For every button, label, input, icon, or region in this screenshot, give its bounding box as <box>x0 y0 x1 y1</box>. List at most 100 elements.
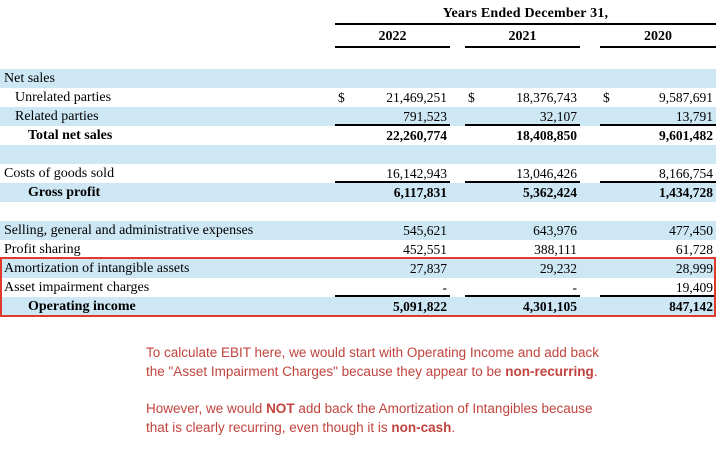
dollar-sign: $ <box>468 90 475 105</box>
table-row <box>0 202 716 221</box>
row-label: Related parties <box>15 109 99 124</box>
year-header-spacer <box>0 28 335 48</box>
column-gap <box>580 126 600 145</box>
cell-value: 16,142,943 <box>386 166 447 181</box>
value-cell: 5,362,424 <box>465 183 580 202</box>
value-cell: 847,142 <box>600 297 716 316</box>
year-column-2020: 2020 <box>600 28 716 48</box>
year-column-2021: 2021 <box>465 28 580 48</box>
year-column-2022: 2022 <box>335 28 450 48</box>
column-gap <box>580 107 600 126</box>
annotation-paragraph: However, we would NOT add back the Amort… <box>146 400 604 437</box>
annotation-bold-text: NOT <box>266 401 295 417</box>
value-cell: - <box>335 278 450 297</box>
table-row: Operating income 5,091,822 4,301,105 847,14… <box>0 297 716 316</box>
table-row: Amortization of intangible assets 27,837 2… <box>0 259 716 278</box>
annotation-plain-text: . <box>451 419 456 435</box>
cell-value: 22,260,774 <box>386 128 447 143</box>
value-cell <box>335 69 450 88</box>
value-cell: 16,142,943 <box>335 164 450 183</box>
table-rows: Net sales Unrelated parties $21,469,251 $18… <box>0 69 716 259</box>
row-label: Costs of goods sold <box>4 166 115 181</box>
table-row <box>0 145 716 164</box>
column-gap <box>580 297 600 316</box>
cell-value: - <box>572 280 578 295</box>
cell-value: 452,551 <box>403 242 447 257</box>
column-gap <box>450 202 465 221</box>
cell-value: 847,142 <box>669 299 713 314</box>
cell-value: 1,434,728 <box>659 185 713 200</box>
value-cell: 19,409 <box>600 278 716 297</box>
column-gap <box>580 221 600 240</box>
dollar-sign: $ <box>603 90 610 105</box>
column-gap <box>450 221 465 240</box>
dollar-sign: $ <box>338 90 345 105</box>
cell-value: 29,232 <box>539 261 577 276</box>
column-gap <box>450 69 465 88</box>
column-gap <box>450 164 465 183</box>
annotation-bold-text: non-cash <box>391 419 452 435</box>
row-label: Net sales <box>4 71 55 86</box>
income-statement-table: Years Ended December 31, 2022 2021 2020 … <box>0 6 716 317</box>
value-cell: 477,450 <box>600 221 716 240</box>
table-row: Selling, general and administrative expe… <box>0 221 716 240</box>
column-gap <box>450 183 465 202</box>
cell-value: 21,469,251 <box>386 90 447 105</box>
column-gap <box>450 259 465 278</box>
value-cell <box>335 202 450 221</box>
cell-value: 388,111 <box>534 242 577 257</box>
value-cell: 29,232 <box>465 259 580 278</box>
column-gap <box>450 88 465 107</box>
cell-value: 19,409 <box>675 280 713 295</box>
row-label: Asset impairment charges <box>4 280 150 295</box>
value-cell: 22,260,774 <box>335 126 450 145</box>
value-cell: 6,117,831 <box>335 183 450 202</box>
financial-statement-page: Years Ended December 31, 2022 2021 2020 … <box>0 6 720 438</box>
cell-value: 9,587,691 <box>659 90 713 105</box>
row-label: Operating income <box>28 299 136 314</box>
value-cell: 28,999 <box>600 259 716 278</box>
value-cell <box>465 145 580 164</box>
value-cell: 18,408,850 <box>465 126 580 145</box>
value-cell: - <box>465 278 580 297</box>
row-label <box>0 145 335 164</box>
value-cell <box>465 202 580 221</box>
value-cell: 388,111 <box>465 240 580 259</box>
row-label: Amortization of intangible assets <box>4 261 190 276</box>
column-gap <box>580 88 600 107</box>
column-gap <box>580 164 600 183</box>
cell-value: 9,601,482 <box>659 128 713 143</box>
value-cell: 452,551 <box>335 240 450 259</box>
table-row: Related parties 791,523 32,107 13,791 <box>0 107 716 126</box>
column-gap <box>580 202 600 221</box>
column-gap <box>580 28 600 48</box>
cell-value: 32,107 <box>539 109 577 124</box>
value-cell <box>600 145 716 164</box>
value-cell: 9,601,482 <box>600 126 716 145</box>
row-label: Profit sharing <box>4 242 81 257</box>
value-cell: $21,469,251 <box>335 88 450 107</box>
cell-value: 61,728 <box>675 242 713 257</box>
value-cell: 32,107 <box>465 107 580 126</box>
value-cell <box>465 69 580 88</box>
value-cell: 545,621 <box>335 221 450 240</box>
annotation-plain-text: . <box>593 363 598 379</box>
value-cell: 1,434,728 <box>600 183 716 202</box>
table-row: Total net sales 22,260,774 18,408,850 9,601… <box>0 126 716 145</box>
value-cell <box>600 202 716 221</box>
cell-value: 28,999 <box>675 261 713 276</box>
value-cell: $18,376,743 <box>465 88 580 107</box>
table-row: Unrelated parties $21,469,251 $18,376,743 $… <box>0 88 716 107</box>
cell-value: 13,046,426 <box>516 166 577 181</box>
cell-value: 6,117,831 <box>393 185 447 200</box>
value-cell: 13,791 <box>600 107 716 126</box>
column-gap <box>450 126 465 145</box>
value-cell: $9,587,691 <box>600 88 716 107</box>
column-gap <box>580 240 600 259</box>
value-cell: 5,091,822 <box>335 297 450 316</box>
cell-value: 8,166,754 <box>659 166 713 181</box>
value-cell: 61,728 <box>600 240 716 259</box>
column-gap <box>580 259 600 278</box>
column-gap <box>580 278 600 297</box>
value-cell: 643,976 <box>465 221 580 240</box>
